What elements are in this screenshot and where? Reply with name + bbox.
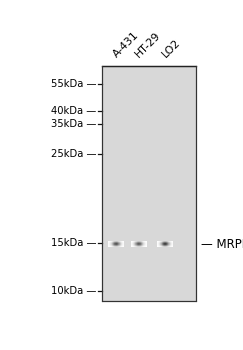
Text: 15kDa —: 15kDa — xyxy=(51,238,97,248)
Bar xyxy=(102,66,196,301)
Text: HT-29: HT-29 xyxy=(133,30,163,60)
Text: — MRPL54: — MRPL54 xyxy=(201,238,243,251)
Text: 25kDa —: 25kDa — xyxy=(51,149,97,159)
Text: A-431: A-431 xyxy=(111,30,140,60)
Text: 10kDa —: 10kDa — xyxy=(51,286,97,296)
Text: 40kDa —: 40kDa — xyxy=(52,106,97,116)
Text: 35kDa —: 35kDa — xyxy=(51,119,97,129)
Text: LO2: LO2 xyxy=(160,37,182,60)
Text: 55kDa —: 55kDa — xyxy=(51,79,97,89)
